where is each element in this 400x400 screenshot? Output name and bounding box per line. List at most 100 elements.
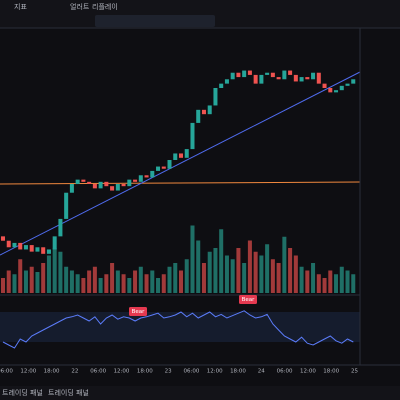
volume-bar — [110, 263, 115, 293]
volume-bar — [35, 272, 40, 293]
signal-badge — [129, 307, 147, 316]
candle — [12, 242, 17, 248]
oscillator-line — [2, 310, 354, 349]
volume-bar — [339, 266, 344, 293]
volume-bar — [219, 229, 224, 293]
volume-bar — [230, 259, 235, 293]
candle — [69, 184, 74, 193]
volume-bar — [0, 278, 6, 293]
x-tick-label: 25 — [351, 369, 358, 375]
candle — [35, 247, 40, 252]
volume-bar — [224, 255, 229, 293]
candle — [230, 72, 235, 80]
volume-bar — [270, 259, 275, 293]
candle — [322, 83, 327, 88]
volume-bar — [293, 255, 298, 293]
candle — [276, 77, 281, 80]
candle — [133, 179, 138, 182]
candle — [156, 166, 161, 171]
volume-bar — [115, 270, 120, 293]
candle — [265, 72, 270, 75]
candle — [92, 184, 97, 189]
candle — [121, 184, 126, 187]
x-tick-label: 24 — [258, 369, 265, 375]
candle — [52, 236, 57, 250]
candle — [299, 77, 304, 82]
volume-bar — [41, 263, 46, 293]
volume-bar — [276, 263, 281, 293]
volume-bar — [64, 266, 69, 293]
x-tick-label: 18:00 — [230, 369, 246, 375]
horizontal-line — [0, 181, 361, 185]
volume-bar — [46, 255, 51, 293]
volume-bar — [282, 236, 287, 293]
volume-bar — [52, 248, 57, 293]
candle — [104, 181, 109, 187]
candle — [242, 70, 247, 78]
x-tick-label: 23 — [165, 369, 172, 375]
bottom-tab[interactable]: 트레이딩 패널 — [2, 388, 43, 397]
volume-bar — [6, 270, 11, 293]
volume-bar — [316, 274, 321, 293]
x-tick-label: 12:00 — [207, 369, 223, 375]
candle — [18, 242, 23, 250]
candle — [190, 122, 195, 150]
volume-bar — [334, 274, 339, 293]
volume-bar — [265, 244, 270, 293]
candle — [293, 74, 298, 82]
volume-bar — [311, 263, 316, 293]
candle — [29, 245, 34, 252]
candle — [288, 70, 293, 75]
volume-bar — [138, 266, 143, 293]
volume-bar — [351, 274, 356, 293]
candle — [247, 70, 252, 75]
volume-bar — [190, 225, 195, 293]
volume-bar — [75, 274, 80, 293]
candle — [75, 179, 80, 184]
volume-bar — [87, 270, 92, 293]
candle — [224, 79, 229, 84]
candle — [178, 153, 184, 158]
oscillator-band — [0, 312, 360, 342]
candle — [316, 72, 321, 84]
candle — [150, 170, 155, 178]
volume-bar — [178, 270, 184, 293]
candle — [98, 181, 103, 189]
bottom-tab[interactable]: 트레이딩 패널 — [48, 388, 89, 397]
candle — [282, 70, 287, 80]
volume-bar — [156, 278, 161, 293]
toolbar-item[interactable]: 얼러트 — [70, 2, 90, 11]
volume-bar — [184, 259, 189, 293]
x-tick-label: 22 — [71, 369, 78, 375]
x-tick-label: 12:00 — [114, 369, 130, 375]
candle — [64, 192, 69, 219]
volume-bar — [23, 270, 28, 293]
x-tick-label: 06:00 — [90, 369, 106, 375]
toolbar-item[interactable]: 지표 — [14, 2, 27, 11]
candle — [207, 105, 212, 115]
x-tick-label: 06:00 — [277, 369, 293, 375]
candle — [161, 166, 166, 169]
volume-bar — [133, 270, 138, 293]
candle — [334, 90, 339, 93]
volume-bar — [247, 240, 252, 293]
volume-bar — [127, 278, 132, 293]
drawing-tools[interactable] — [95, 15, 215, 27]
volume-bar — [150, 270, 155, 293]
x-tick-label: 18:00 — [44, 369, 60, 375]
toolbar-item[interactable]: 리플레이 — [92, 2, 118, 11]
candle — [41, 247, 46, 254]
volume-bar — [58, 251, 63, 293]
signal-label: Bear — [242, 297, 256, 303]
volume-bar — [328, 270, 333, 293]
candle — [46, 249, 51, 254]
bottom-bar — [0, 386, 400, 400]
x-tick-label: 06:00 — [0, 369, 13, 375]
volume-bar — [288, 248, 293, 293]
candle — [58, 218, 63, 237]
volume-bar — [201, 263, 206, 293]
candle — [127, 179, 132, 187]
candle — [270, 72, 275, 78]
volume-bar — [345, 270, 350, 293]
candle — [6, 240, 11, 248]
